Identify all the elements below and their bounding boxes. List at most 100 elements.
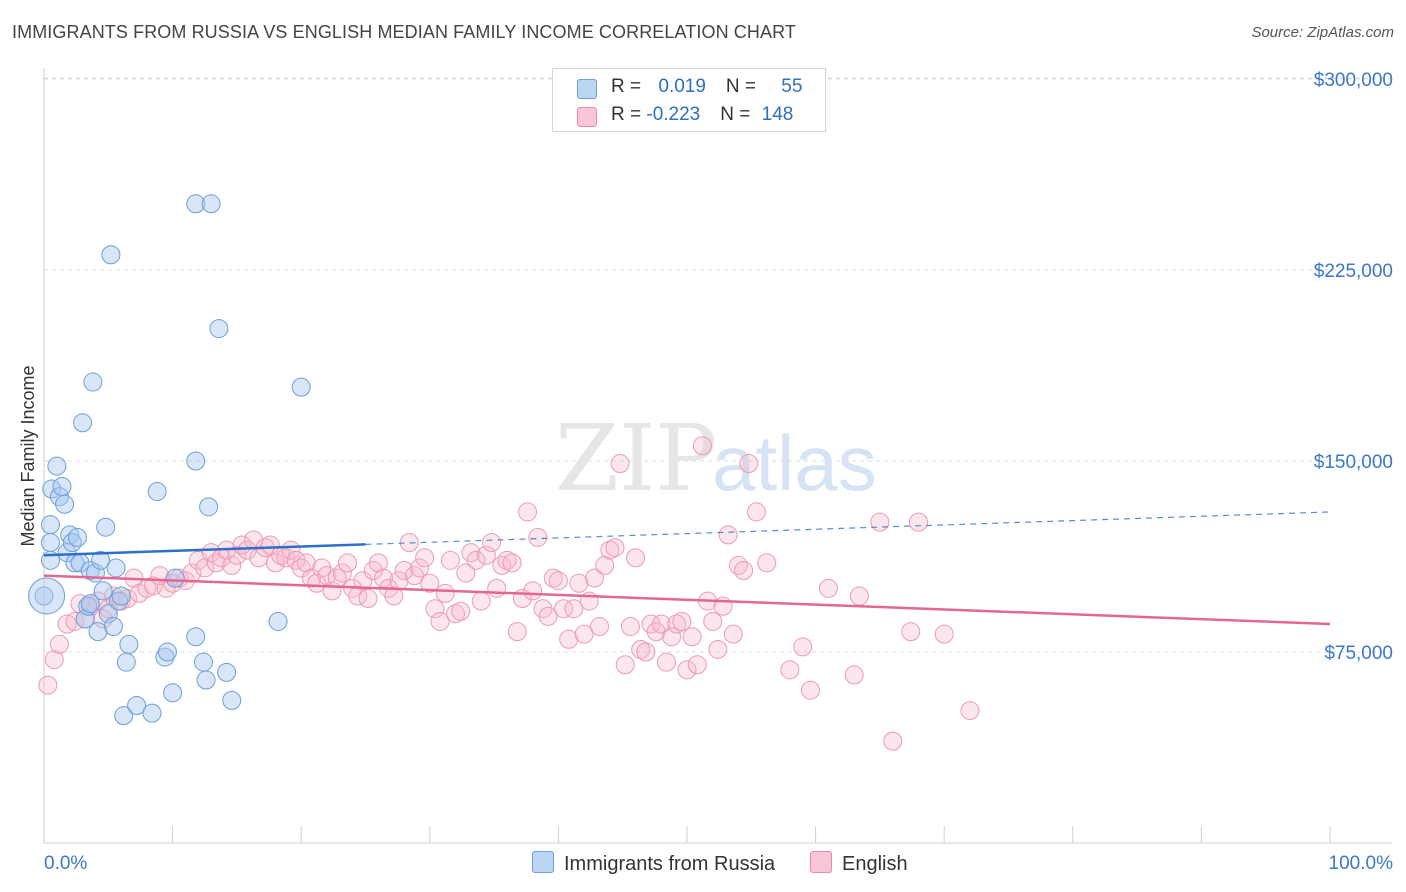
english-point bbox=[620, 617, 640, 637]
english-point bbox=[88, 591, 108, 611]
russia-point bbox=[114, 706, 134, 726]
english-point bbox=[590, 617, 610, 637]
english-point bbox=[746, 502, 766, 522]
english-point bbox=[410, 558, 430, 578]
english-point bbox=[435, 583, 455, 603]
russia-point bbox=[60, 525, 80, 545]
english-point bbox=[466, 550, 486, 570]
russia-point bbox=[268, 611, 288, 631]
english-point bbox=[44, 650, 64, 670]
russia-point bbox=[96, 517, 116, 537]
russia-point bbox=[83, 372, 103, 392]
english-point bbox=[296, 553, 316, 573]
english-point bbox=[818, 578, 838, 598]
russia-point bbox=[78, 596, 98, 616]
russia-point bbox=[217, 662, 237, 682]
x-tick-label: 0.0% bbox=[44, 853, 87, 874]
english-point bbox=[446, 604, 466, 624]
trend-lines bbox=[43, 511, 1331, 626]
russia-point bbox=[186, 194, 206, 214]
english-point bbox=[651, 614, 671, 634]
russia-point bbox=[199, 497, 219, 517]
legend-n-value-russia: 55 bbox=[781, 76, 803, 97]
russia-point bbox=[186, 627, 206, 647]
russia-point bbox=[201, 194, 221, 214]
russia-point bbox=[75, 609, 95, 629]
grid-lines bbox=[44, 77, 1392, 653]
english-point bbox=[605, 538, 625, 558]
english-point bbox=[574, 624, 594, 644]
russia-point bbox=[47, 456, 67, 476]
english-point bbox=[800, 680, 820, 700]
english-point bbox=[844, 665, 864, 685]
bottom-legend-english: English bbox=[810, 851, 908, 876]
english-point bbox=[595, 555, 615, 575]
russia-point bbox=[55, 494, 75, 514]
english-point bbox=[425, 599, 445, 619]
russia-point bbox=[193, 652, 213, 672]
english-point bbox=[870, 512, 890, 532]
russia-point bbox=[209, 319, 229, 339]
english-point bbox=[739, 454, 759, 474]
russia-point bbox=[103, 617, 123, 637]
english-point bbox=[291, 558, 311, 578]
legend-r-label: R = bbox=[611, 104, 647, 125]
russia-point bbox=[98, 604, 118, 624]
y-tick-label: $300,000 bbox=[1314, 70, 1393, 91]
english-point bbox=[518, 502, 538, 522]
english-point bbox=[227, 545, 247, 565]
english-point bbox=[528, 527, 548, 547]
russia-point bbox=[67, 527, 87, 547]
axis-labels: $75,000 $150,000 $225,000 $300,000 0.0% 100.0… bbox=[18, 70, 1393, 874]
english-point bbox=[615, 655, 635, 675]
english-point bbox=[667, 614, 687, 634]
russia-trend-dashed bbox=[365, 511, 1331, 546]
russia-point bbox=[73, 413, 93, 433]
english-point bbox=[703, 611, 723, 631]
english-point bbox=[672, 611, 692, 631]
english-point bbox=[307, 573, 327, 593]
english-point bbox=[353, 571, 373, 591]
english-point bbox=[538, 606, 558, 626]
axes bbox=[43, 68, 1392, 844]
english-point bbox=[780, 660, 800, 680]
watermark-atlas: atlas bbox=[712, 419, 877, 507]
english-point bbox=[476, 545, 496, 565]
english-point bbox=[569, 573, 589, 593]
english-point bbox=[440, 550, 460, 570]
russia-point bbox=[34, 586, 54, 606]
legend-r-value-russia: 0.019 bbox=[658, 76, 706, 97]
english-point bbox=[487, 578, 507, 598]
english-point bbox=[656, 652, 676, 672]
english-point bbox=[718, 525, 738, 545]
russia-point bbox=[88, 622, 108, 642]
english-point bbox=[38, 675, 58, 695]
english-point bbox=[497, 550, 517, 570]
english-point bbox=[564, 599, 584, 619]
russia-point bbox=[163, 683, 183, 703]
x-tick-label: 100.0% bbox=[1329, 853, 1394, 874]
watermark-zip: ZIP bbox=[555, 405, 717, 512]
english-point bbox=[301, 568, 321, 588]
russia-point bbox=[91, 550, 111, 570]
english-point bbox=[201, 543, 221, 563]
english-point bbox=[332, 563, 352, 583]
russia-point bbox=[28, 577, 66, 615]
y-tick-label: $150,000 bbox=[1314, 452, 1393, 473]
english-point bbox=[260, 535, 280, 555]
english-point bbox=[507, 622, 527, 642]
english-point bbox=[222, 555, 242, 575]
english-point bbox=[415, 548, 435, 568]
russia-point bbox=[147, 482, 167, 502]
english-point bbox=[793, 637, 813, 657]
english-point bbox=[451, 601, 471, 621]
legend-n-label: N = bbox=[725, 76, 762, 97]
english-point bbox=[723, 624, 743, 644]
russia-point bbox=[109, 591, 129, 611]
english-point bbox=[677, 660, 697, 680]
english-point bbox=[883, 731, 903, 751]
russia-point bbox=[62, 532, 82, 552]
legend-n-value-english: 148 bbox=[761, 104, 794, 125]
y-tick-label: $225,000 bbox=[1314, 261, 1393, 282]
watermark: ZIP atlas bbox=[555, 405, 877, 512]
